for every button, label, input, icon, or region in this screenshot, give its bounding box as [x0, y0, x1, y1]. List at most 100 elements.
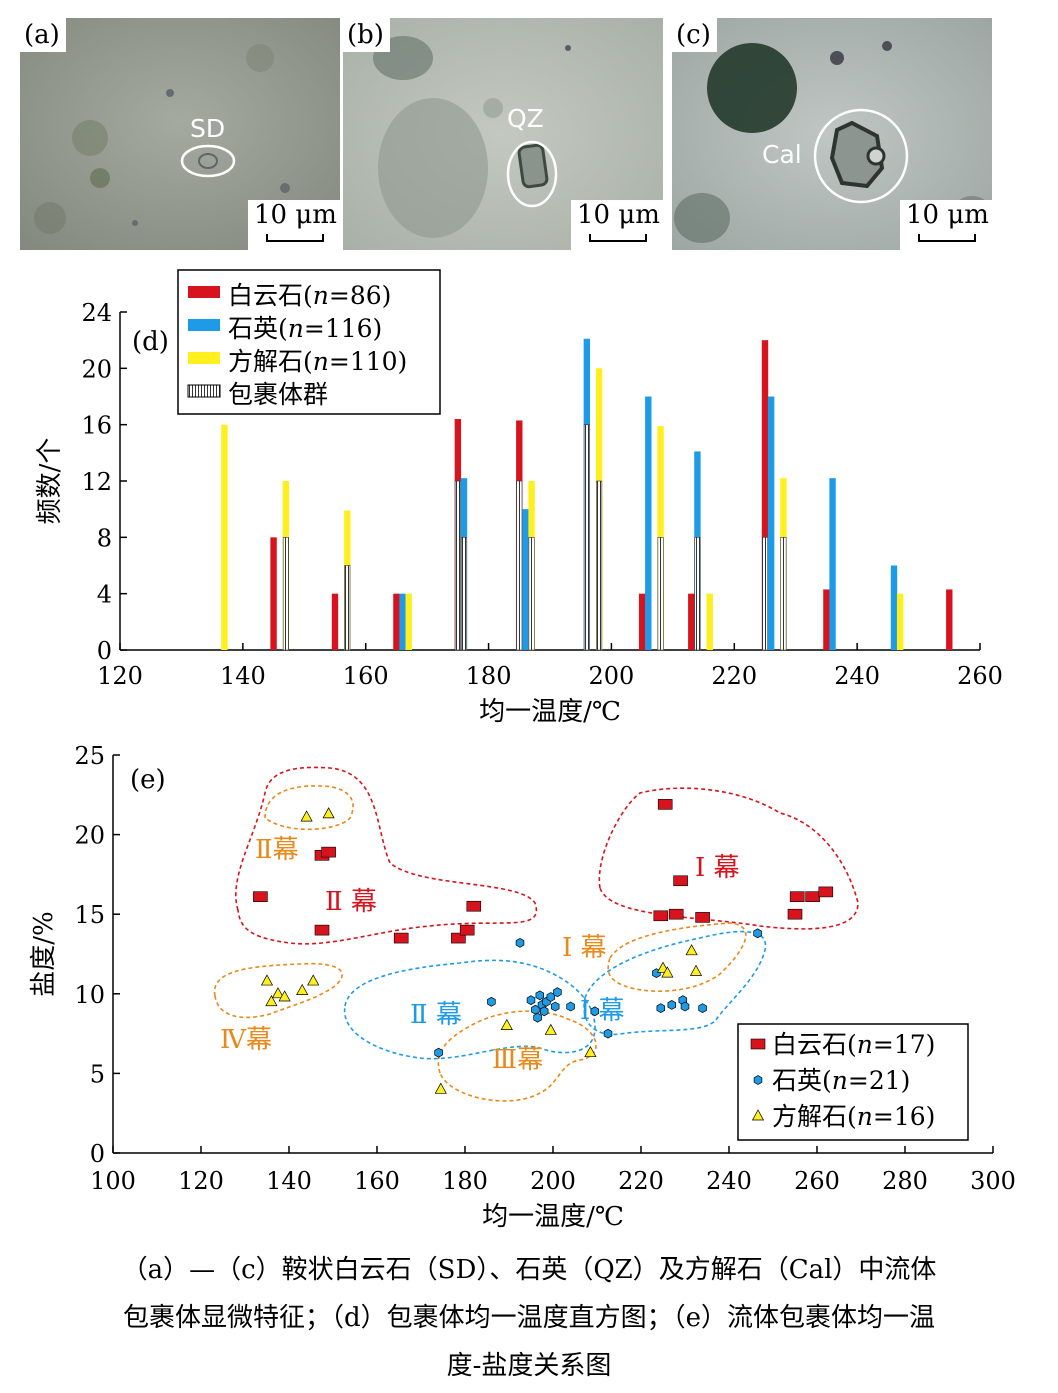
bar-group-方解石: [282, 537, 289, 651]
bar-白云石: [270, 537, 277, 650]
legend-swatch-2: [188, 352, 220, 364]
bar-group-白云石: [516, 480, 523, 651]
point-石英: [434, 1047, 443, 1058]
point-白云石: [393, 932, 409, 944]
figure-caption: （a）—（c）鞍状白云石（SD）、石英（QZ）及方解石（Cal）中流体 包裹体显…: [0, 1246, 1058, 1390]
phase-label-3: Ⅰ 幕: [562, 933, 607, 963]
point-方解石: [544, 1023, 557, 1035]
y-tick-label-d: 4: [97, 581, 112, 609]
bar-group-白云石: [454, 480, 461, 651]
point-方解石: [265, 995, 278, 1007]
y-tick-label-d: 24: [81, 299, 112, 327]
bar-方解石: [405, 593, 412, 650]
y-tick-label-e: 20: [74, 822, 105, 850]
legend-swatch-group: [187, 384, 221, 398]
cluster-outline-5: [437, 1010, 597, 1102]
legend-label-e-1: 石英(n=21): [772, 1066, 910, 1095]
x-tick-label-d: 160: [343, 662, 389, 690]
bar-白云石: [393, 593, 400, 650]
micrograph-c: (c) Cal 10 μm: [672, 18, 992, 250]
legend-label-d-2: 方解石(n=110): [228, 347, 407, 376]
point-石英: [539, 1006, 549, 1017]
legend-swatch-0: [188, 286, 220, 298]
caption-line-3: 度-盐度关系图: [446, 1351, 612, 1381]
bar-白云石: [331, 593, 339, 650]
point-方解石: [685, 944, 698, 956]
histogram-chart: 120 140 160 180 200 220 240 260 0 4 8 12 16 20 24 均一温度/…: [35, 269, 1003, 727]
bar-白云石: [688, 593, 695, 650]
y-tick-label-d: 8: [97, 524, 112, 552]
point-方解石: [500, 1018, 513, 1030]
point-石英: [566, 1001, 575, 1012]
bar-group-方解石: [344, 565, 351, 651]
bar-group-石英: [460, 537, 467, 651]
phase-label-7: Ⅲ幕: [492, 1045, 543, 1075]
cluster-outline-7: [583, 930, 767, 1036]
y-tick-label-e: 0: [90, 1140, 105, 1168]
scale-bar-b: 10 μm: [571, 200, 663, 250]
y-axis-label-e: 盐度/%: [29, 911, 59, 996]
caption-line-2: 包裹体显微特征；（d）包裹体均一温度直方图；（e）流体包裹体均一温: [122, 1303, 936, 1333]
legend-label-e-0: 白云石(n=17): [772, 1030, 935, 1059]
panel-label-a: (a): [20, 18, 66, 52]
caption-line-1: （a）—（c）鞍状白云石（SD）、石英（QZ）及方解石（Cal）中流体: [121, 1255, 937, 1285]
x-tick-label-e: 240: [706, 1167, 752, 1195]
y-tick-label-e: 15: [74, 901, 105, 929]
point-石英: [553, 987, 562, 998]
legend-marker-triangle: [751, 1109, 765, 1121]
point-石英: [487, 996, 496, 1007]
legend-marker-square: [750, 1038, 766, 1050]
panel-label-b: (b): [343, 18, 390, 52]
bar-白云石: [823, 589, 830, 650]
point-方解石: [307, 974, 320, 986]
panel-label-c: (c): [672, 18, 717, 52]
phase-label-1: Ⅱ 幕: [325, 887, 377, 917]
bar-group-方解石: [657, 537, 664, 651]
mineral-label-qz: QZ: [507, 104, 544, 133]
micrograph-a-image: [20, 18, 340, 250]
bar-白云石: [946, 589, 953, 650]
point-白云石: [657, 799, 673, 810]
legend-marker-hexagon: [753, 1075, 763, 1085]
bar-group-石英: [694, 537, 701, 651]
scale-text-a: 10 μm: [254, 200, 337, 230]
x-axis-label-d: 均一温度/℃: [479, 697, 621, 727]
y-tick-label-e: 5: [90, 1060, 105, 1088]
cluster-outline-3: [213, 962, 343, 1019]
y-tick-label-e: 25: [74, 742, 105, 770]
point-方解石: [260, 974, 274, 986]
cluster-outline-0: [235, 766, 538, 945]
point-白云石: [787, 908, 803, 920]
x-tick-label-d: 140: [220, 662, 266, 690]
bar-石英: [829, 478, 836, 650]
micrograph-a: (a) SD 10 μm: [20, 18, 340, 250]
bar-方解石: [221, 424, 228, 650]
point-石英: [535, 990, 545, 1001]
bar-方解石: [896, 593, 904, 650]
cluster-outline-6: [344, 959, 596, 1060]
bar-group-石英: [583, 424, 590, 651]
x-tick-label-d: 260: [957, 662, 1003, 690]
point-方解石: [661, 966, 674, 978]
inclusion-circle-a: [180, 144, 236, 178]
cluster-outline-1: [598, 787, 859, 930]
point-方解石: [271, 987, 285, 999]
x-tick-label-d: 240: [834, 662, 880, 690]
point-石英: [515, 937, 525, 948]
mineral-label-sd: SD: [190, 114, 226, 143]
point-石英: [603, 1028, 613, 1039]
bar-石英: [522, 509, 529, 650]
y-tick-label-d: 20: [81, 355, 112, 383]
point-石英: [667, 999, 677, 1010]
x-tick-label-d: 180: [466, 662, 512, 690]
x-tick-label-d: 220: [711, 662, 757, 690]
inclusion-circle-c: [813, 108, 909, 204]
scale-line-a: [266, 234, 324, 242]
point-方解石: [584, 1045, 597, 1058]
point-石英: [526, 995, 536, 1006]
point-白云石: [314, 924, 330, 936]
y-tick-label-d: 16: [81, 412, 112, 440]
x-tick-label-e: 140: [266, 1167, 312, 1195]
point-白云石: [653, 910, 669, 922]
legend-label-d-0: 白云石(n=86): [228, 281, 391, 310]
